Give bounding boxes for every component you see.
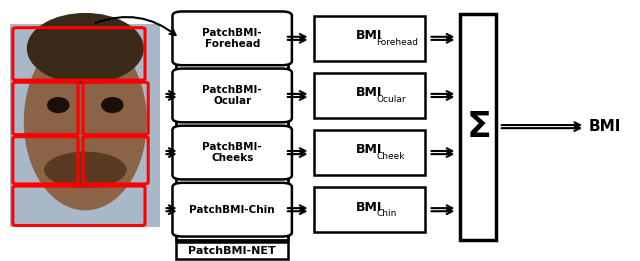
FancyBboxPatch shape bbox=[173, 126, 292, 179]
FancyBboxPatch shape bbox=[173, 183, 292, 236]
Text: PatchBMI-
Ocular: PatchBMI- Ocular bbox=[202, 85, 262, 106]
FancyBboxPatch shape bbox=[173, 69, 292, 122]
Bar bbox=[176, 242, 288, 259]
Bar bbox=[461, 14, 495, 240]
Text: Forehead: Forehead bbox=[376, 38, 419, 47]
Bar bbox=[10, 24, 161, 227]
FancyBboxPatch shape bbox=[173, 11, 292, 65]
Ellipse shape bbox=[27, 13, 144, 84]
Bar bbox=[314, 16, 426, 61]
Text: PatchBMI-
Cheeks: PatchBMI- Cheeks bbox=[202, 142, 262, 163]
Ellipse shape bbox=[24, 32, 147, 210]
Bar bbox=[314, 130, 426, 175]
Bar bbox=[314, 187, 426, 232]
Text: Ocular: Ocular bbox=[376, 95, 406, 104]
Ellipse shape bbox=[101, 97, 124, 113]
Text: Cheek: Cheek bbox=[376, 152, 405, 161]
Text: BMI: BMI bbox=[588, 119, 621, 134]
Text: $\mathbf{\Sigma}$: $\mathbf{\Sigma}$ bbox=[466, 110, 490, 144]
Text: PatchBMI-Chin: PatchBMI-Chin bbox=[189, 205, 275, 215]
Bar bbox=[176, 14, 288, 240]
Ellipse shape bbox=[44, 152, 127, 188]
Text: Chin: Chin bbox=[376, 209, 397, 218]
Text: BMI: BMI bbox=[356, 29, 383, 42]
Text: PatchBMI-NET: PatchBMI-NET bbox=[188, 246, 276, 256]
Bar bbox=[314, 73, 426, 118]
Text: BMI: BMI bbox=[356, 86, 383, 99]
Ellipse shape bbox=[47, 97, 70, 113]
Text: PatchBMI-
Forehead: PatchBMI- Forehead bbox=[202, 28, 262, 49]
Text: BMI: BMI bbox=[356, 144, 383, 157]
Text: BMI: BMI bbox=[356, 201, 383, 213]
